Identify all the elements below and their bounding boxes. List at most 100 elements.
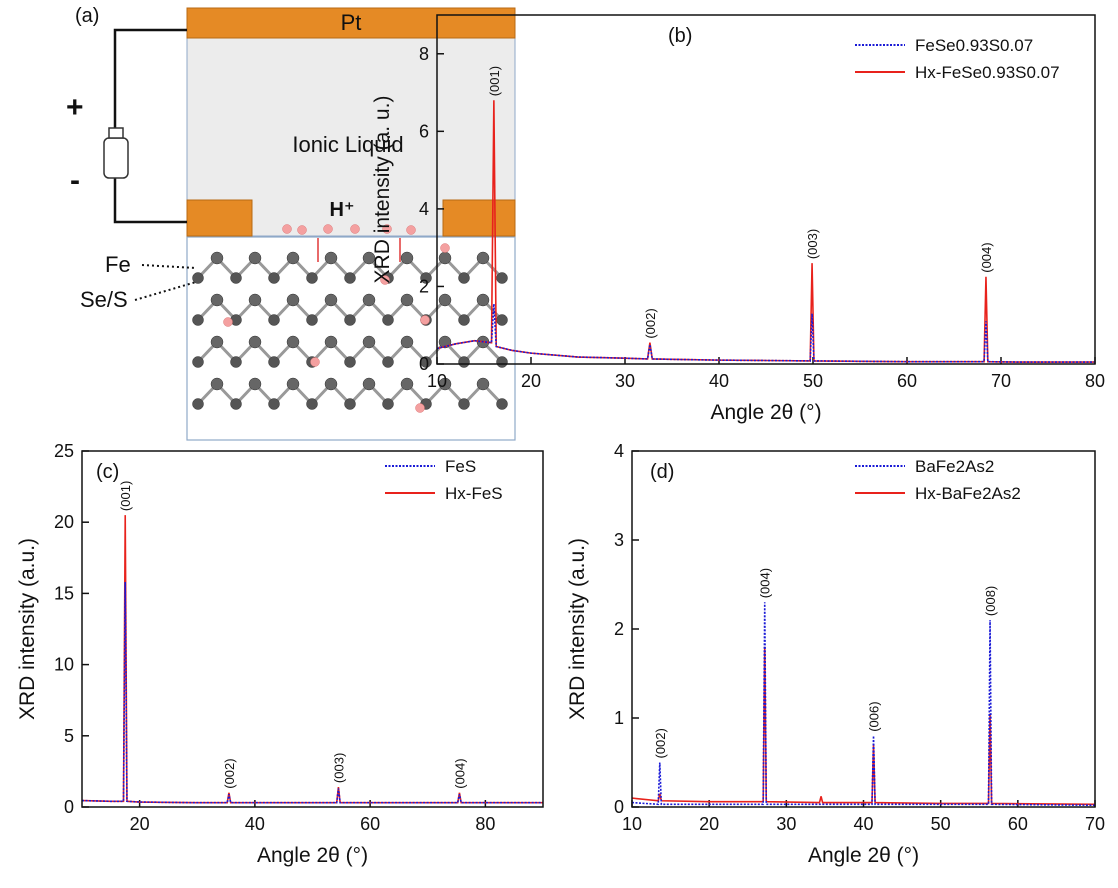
proton [415,403,425,413]
x-tick-label: 50 [803,371,823,391]
x-tick-label: 20 [699,814,719,834]
atom [210,251,224,265]
proton [380,275,390,285]
atom [210,293,224,307]
pt-label: Pt [341,10,362,35]
y-tick-label: 15 [54,583,74,603]
atom [192,398,204,410]
plot-frame [631,450,1096,808]
chart: 0 5 10 15 20 25 20 40 60 80 Angle 2θ (°) XRD intens… [16,441,544,867]
peak-label: (002) [643,308,658,338]
peak-label: (004) [979,242,994,272]
atom [476,251,490,265]
atom [248,377,262,391]
atom [306,398,318,410]
legend-label: Hx-FeS [445,484,503,503]
peak-label: (001) [118,481,133,511]
x-tick-label: 70 [1085,814,1105,834]
atom [458,272,470,284]
atom [324,335,338,349]
x-tick-label: 80 [1085,371,1105,391]
y-tick-label: 1 [614,708,624,728]
legend-label: FeS [445,457,476,476]
y-tick-label: 0 [614,797,624,817]
atom [458,398,470,410]
atom [192,272,204,284]
atom [476,293,490,307]
atom [496,398,508,410]
legend-label: BaFe2As2 [915,457,994,476]
x-axis-title: Angle 2θ (°) [710,401,821,424]
atom [268,272,280,284]
y-axis-title: XRD intensity (a. u.) [371,96,394,284]
y-tick-label: 2 [614,619,624,639]
atom [400,335,414,349]
atom [438,293,452,307]
x-tick-label: 70 [991,371,1011,391]
proton [323,224,333,234]
proton [223,317,233,327]
atom [344,314,356,326]
atom [382,314,394,326]
atom [192,314,204,326]
atom [286,251,300,265]
atom [344,356,356,368]
x-tick-label: 60 [897,371,917,391]
plus-label: + [66,91,84,124]
chart: 0 1 2 3 4 10 20 30 40 50 60 70 Angle 2θ (°) XRD inten… [566,441,1105,867]
plot-frame [436,14,1096,365]
contact-left [186,199,253,237]
y-tick-label: 8 [419,44,429,64]
atom [458,356,470,368]
x-tick-label: 30 [615,371,635,391]
y-tick-label: 2 [419,276,429,296]
plot-frame [81,450,544,808]
atom [248,251,262,265]
panel-label: (c) [96,461,119,483]
x-tick-label: 60 [360,814,380,834]
x-tick-label: 30 [776,814,796,834]
atom [210,377,224,391]
peak-label: (002) [653,728,668,758]
atom [324,377,338,391]
atom [248,293,262,307]
peak-label: (003) [805,229,820,259]
x-tick-label: 20 [521,371,541,391]
proton [310,357,320,367]
x-tick-label: 40 [853,814,873,834]
proton [282,224,292,234]
atom [362,335,376,349]
proton [406,225,416,235]
y-axis-title: XRD intensity (a.u.) [566,538,589,720]
x-axis-title: Angle 2θ (°) [257,844,368,867]
atom [400,293,414,307]
atom [324,251,338,265]
wire [113,28,187,224]
legend-label: Hx-FeSe0.93S0.07 [915,63,1060,82]
atom-label: Fe [105,252,131,277]
panel-label: (a) [75,5,99,27]
battery [103,137,129,179]
y-tick-label: 25 [54,441,74,461]
atom [458,314,470,326]
y-tick-label: 10 [54,655,74,675]
proton [382,224,392,234]
peak-label: (004) [758,568,773,598]
peak-label: (004) [452,758,467,788]
peak-label: (003) [331,753,346,783]
atom [324,293,338,307]
series-line [436,100,1095,363]
minus-label: - [70,164,80,197]
atom [420,356,432,368]
y-tick-label: 4 [419,199,429,219]
atom [230,272,242,284]
atom [268,314,280,326]
y-tick-label: 0 [64,797,74,817]
series-line [81,515,543,804]
atom [286,293,300,307]
proton [350,224,360,234]
peak-label: (008) [983,586,998,616]
atom [400,251,414,265]
atom [362,293,376,307]
x-tick-label: 60 [1008,814,1028,834]
